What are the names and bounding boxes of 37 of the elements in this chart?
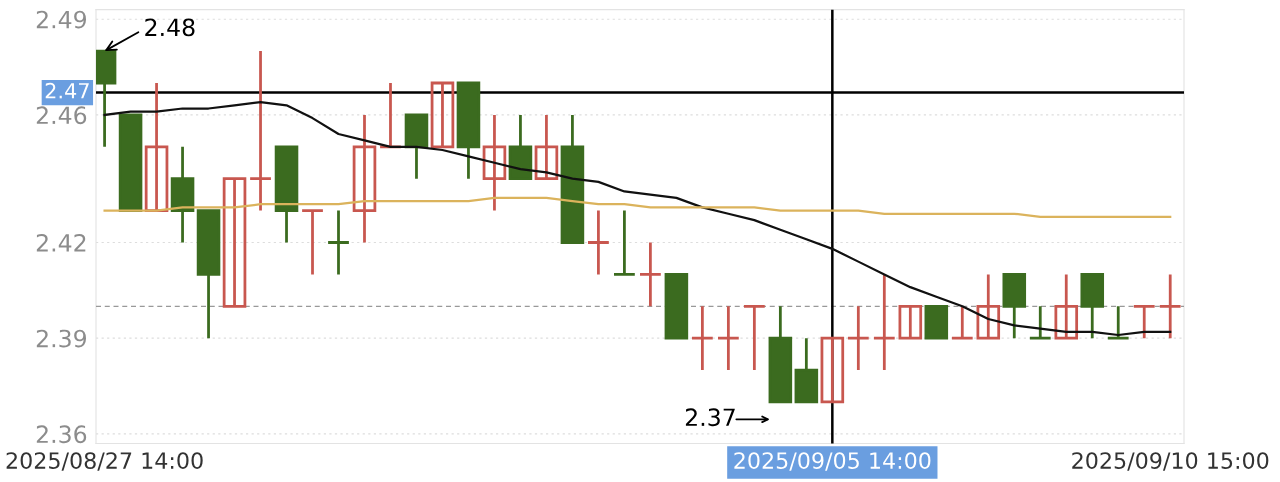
candlestick	[586, 209, 611, 276]
candlestick	[248, 49, 273, 212]
candlestick	[1158, 273, 1183, 340]
candlestick	[820, 336, 845, 404]
y-tick-label: 2.39	[36, 329, 87, 348]
candlestick	[950, 304, 975, 340]
candlestick	[1028, 304, 1053, 340]
candlestick	[300, 209, 325, 276]
candlestick	[976, 273, 1001, 340]
candlestick	[430, 81, 455, 149]
x-tick-label: 2025/09/10 15:00	[1072, 452, 1269, 471]
candlestick	[482, 113, 507, 212]
ref-line-label: 2.47	[45, 82, 89, 99]
candlestick	[690, 304, 715, 372]
candlestick	[222, 177, 247, 308]
x-tick-label: 2025/08/27 14:00	[6, 452, 203, 471]
y-tick-label: 2.36	[36, 425, 87, 444]
candlestick	[1132, 304, 1157, 340]
candlestick	[534, 113, 559, 181]
annotation: 2.37	[685, 408, 735, 427]
candlestick	[612, 209, 637, 276]
candlestick	[742, 304, 767, 372]
candlestick	[716, 304, 741, 372]
candlestick	[352, 113, 377, 244]
y-tick-label: 2.42	[36, 233, 86, 252]
candlestick	[1054, 273, 1079, 340]
candlestick	[326, 209, 351, 276]
x-tick-label: 2025/09/05 14:00	[734, 452, 931, 471]
annotation: 2.48	[145, 18, 195, 37]
candlestick	[846, 304, 871, 372]
y-tick-label: 2.46	[36, 106, 87, 125]
candlestick	[872, 273, 897, 372]
candlestick	[898, 304, 923, 340]
candlestick	[1106, 304, 1131, 340]
candlestick	[638, 241, 663, 308]
line-series	[103, 196, 1172, 219]
y-tick-label: 2.49	[36, 10, 87, 29]
